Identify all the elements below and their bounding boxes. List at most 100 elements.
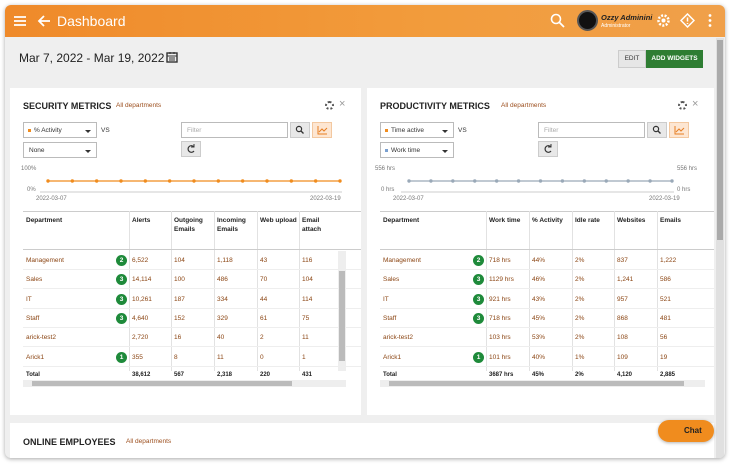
sparkline <box>401 179 674 193</box>
table-cell: 100 <box>174 276 185 284</box>
filter-input[interactable]: Filter <box>181 122 288 138</box>
department-name[interactable]: arick-test2 <box>26 334 56 342</box>
table-cell: 14,114 <box>132 276 152 284</box>
table-cell: 2% <box>575 314 585 322</box>
edit-button[interactable]: EDIT <box>618 50 646 68</box>
total-cell: 45% <box>532 371 545 378</box>
chart-y-top: 100% <box>21 166 37 172</box>
department-name[interactable]: Staff <box>383 314 397 322</box>
department-name[interactable]: Sales <box>383 276 400 284</box>
column-header: Websites <box>617 217 646 224</box>
close-icon[interactable]: × <box>692 98 699 110</box>
chart-button[interactable] <box>312 122 332 138</box>
table-cell: 1,222 <box>660 257 677 264</box>
table-cell: 101 hrs <box>489 353 511 361</box>
alert-icon[interactable] <box>680 13 695 28</box>
row-divider <box>380 288 714 290</box>
column-divider <box>614 211 615 371</box>
refresh-button[interactable] <box>538 141 558 157</box>
column-header: Incoming Emails <box>217 217 246 233</box>
department-name[interactable]: Staff <box>26 314 40 322</box>
chat-button[interactable]: Chat <box>658 420 714 442</box>
h-scroll-thumb[interactable] <box>389 380 684 386</box>
security-panel: SECURITY METRICS All departments × % Activi… <box>10 88 361 415</box>
vs-label: VS <box>101 127 110 134</box>
department-name[interactable]: Arick1 <box>383 353 402 361</box>
total-cell: 2,885 <box>660 371 676 378</box>
compare-select[interactable]: None <box>23 142 97 158</box>
table-cell: 53% <box>532 334 546 342</box>
column-divider <box>657 211 658 371</box>
online-panel: ONLINE EMPLOYEES All departments <box>10 423 714 458</box>
back-icon[interactable] <box>37 14 51 28</box>
department-name[interactable]: Management <box>26 257 64 264</box>
filter-input[interactable]: Filter <box>538 122 645 138</box>
table-cell: 8 <box>174 353 178 361</box>
member-badge: 3 <box>116 293 127 305</box>
compare-select[interactable]: Work time <box>380 142 454 158</box>
series-dot <box>385 129 388 132</box>
member-badge: 1 <box>116 351 127 363</box>
table-cell: 486 <box>217 276 228 284</box>
department-name[interactable]: IT <box>383 295 389 303</box>
column-header: Emails <box>660 217 681 224</box>
table-cell: 116 <box>302 257 313 264</box>
department-link[interactable]: All departments <box>501 102 547 109</box>
table-cell: 1% <box>575 353 585 361</box>
top-bar: Dashboard Ozzy Adminini Administrator <box>5 5 725 37</box>
table-cell: 2% <box>575 257 585 264</box>
panel-title: SECURITY METRICS <box>23 101 112 111</box>
row-divider <box>380 346 714 348</box>
metric-select[interactable]: % Activity <box>23 122 97 138</box>
chart-x-start: 2022-03-07 <box>393 196 424 202</box>
table-cell: 56 <box>660 334 668 342</box>
calendar-icon[interactable] <box>166 51 178 63</box>
total-cell: 2,318 <box>217 371 233 378</box>
refresh-button[interactable] <box>181 141 201 157</box>
close-icon[interactable]: × <box>339 98 346 110</box>
search-button[interactable] <box>290 122 310 138</box>
table-cell: 2% <box>575 334 585 342</box>
table-cell: 2% <box>575 276 585 284</box>
table-cell: 114 <box>302 295 313 303</box>
chart-y-bottom: 0 hrs <box>381 187 395 193</box>
chart-x-end: 2022-03-19 <box>310 196 341 202</box>
chart-button[interactable] <box>669 122 689 138</box>
page-scrollbar[interactable] <box>716 38 724 458</box>
add-widgets-button[interactable]: ADD WIDGETS <box>646 50 703 68</box>
department-link[interactable]: All departments <box>116 102 162 109</box>
avatar[interactable] <box>577 10 598 31</box>
table-cell: 16 <box>174 334 182 342</box>
department-name[interactable]: arick-test2 <box>383 334 413 342</box>
date-range[interactable]: Mar 7, 2022 - Mar 19, 2022 <box>19 51 165 65</box>
v-scroll-thumb[interactable] <box>339 271 345 361</box>
row-divider <box>23 288 361 290</box>
department-name[interactable]: IT <box>26 295 32 303</box>
more-icon[interactable] <box>707 13 713 28</box>
metric-select[interactable]: Time active <box>380 122 454 138</box>
total-cell: 431 <box>302 371 313 378</box>
search-icon[interactable] <box>550 13 565 28</box>
chart-x-start: 2022-03-07 <box>36 196 67 202</box>
menu-icon[interactable] <box>13 14 27 28</box>
table-cell: 70 <box>260 276 268 284</box>
department-name[interactable]: Arick1 <box>26 353 45 361</box>
settings-icon[interactable] <box>656 13 671 28</box>
search-button[interactable] <box>647 122 667 138</box>
chart-y-top: 556 hrs <box>375 166 396 172</box>
table-cell: 44% <box>532 257 546 264</box>
department-name[interactable]: Sales <box>26 276 43 284</box>
h-scroll-thumb[interactable] <box>32 380 292 386</box>
header-divider <box>23 249 361 250</box>
member-badge: 2 <box>116 255 127 266</box>
column-divider <box>171 211 172 371</box>
total-cell: 3687 hrs <box>489 371 514 378</box>
member-badge: 3 <box>473 293 484 305</box>
department-name[interactable]: Management <box>383 257 421 264</box>
table-cell: 2,720 <box>132 334 149 342</box>
settings-icon[interactable] <box>678 101 687 110</box>
total-cell: 567 <box>174 371 185 378</box>
row-divider <box>380 365 714 367</box>
online-link[interactable]: All departments <box>126 438 172 445</box>
settings-icon[interactable] <box>325 101 334 110</box>
